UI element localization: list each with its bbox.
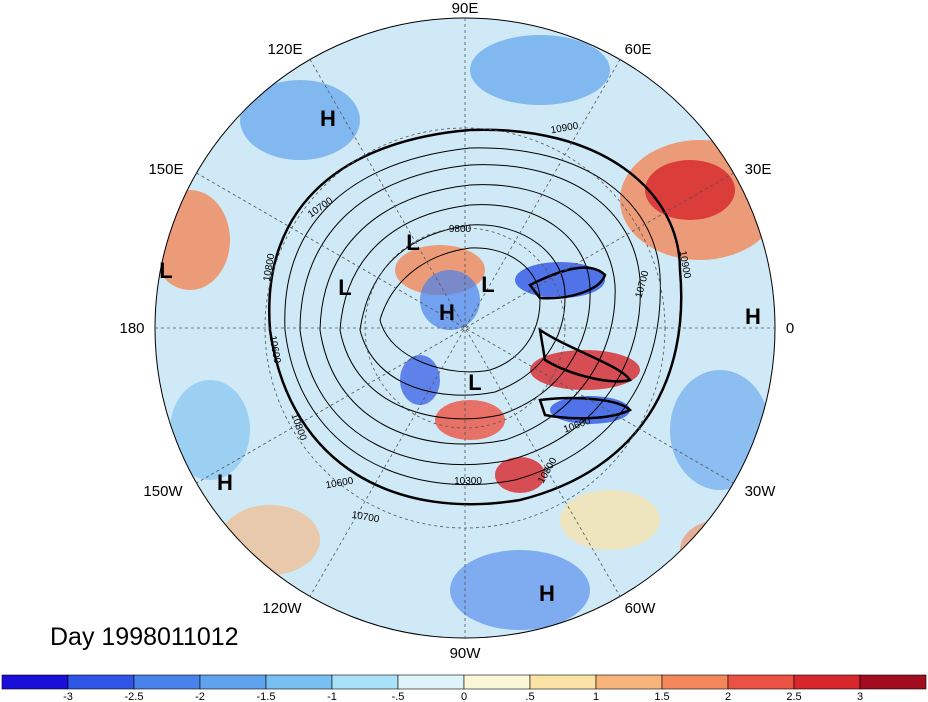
colorbar-tick-label: 0 xyxy=(461,691,467,702)
lon-label-120w: 120W xyxy=(262,600,302,617)
contour-label: 10900 xyxy=(677,250,693,280)
pressure-center: L xyxy=(481,272,494,297)
height-contours xyxy=(267,128,683,506)
anomaly-field xyxy=(155,18,775,638)
contour-label: 10800 xyxy=(262,252,278,282)
colorbar-tick-label: -1 xyxy=(327,691,337,702)
lon-label-30w: 30W xyxy=(745,483,777,500)
colorbar-box xyxy=(661,674,729,690)
colorbar-tick-label: 3 xyxy=(857,691,863,702)
colorbar-tick-label: 2.5 xyxy=(786,691,801,702)
colorbar-box xyxy=(397,674,465,690)
pressure-center: H xyxy=(217,470,233,495)
lon-label-90w: 90W xyxy=(450,645,482,662)
colorbar-tick-label: 1 xyxy=(593,691,599,702)
colorbar-tick-label: -.5 xyxy=(392,691,405,702)
lon-label-150e: 150E xyxy=(148,161,183,178)
contour-label: 10300 xyxy=(454,476,482,487)
graticule xyxy=(154,17,776,639)
lon-label-120e: 120E xyxy=(267,41,302,58)
pressure-center: H xyxy=(320,106,336,131)
colorbar-box xyxy=(595,674,663,690)
pressure-center: H xyxy=(745,304,761,329)
colorbar-box xyxy=(727,674,795,690)
colorbar-box xyxy=(529,674,597,690)
pressure-centers: H L L L H L L H H H xyxy=(159,106,761,606)
colorbar-tick-label: .5 xyxy=(525,691,534,702)
colorbar-box xyxy=(331,674,399,690)
contour-label: 10600 xyxy=(325,476,355,492)
plot-title: Day 1998011012 xyxy=(50,623,239,651)
contour-label: 9800 xyxy=(449,224,472,235)
contour-label: 10700 xyxy=(351,510,381,526)
contour-label: 10900 xyxy=(550,121,580,137)
colorbar-box xyxy=(67,674,135,690)
colorbar-tick-label: -2 xyxy=(195,691,205,702)
colorbar: -3 -2.5 -2 -1.5 -1 -.5 0 .5 1 1.5 2 2.5 3 xyxy=(1,674,927,702)
contour-label: 10600 xyxy=(267,335,283,365)
pressure-center: H xyxy=(539,581,555,606)
pressure-center: L xyxy=(338,275,351,300)
lon-label-60w: 60W xyxy=(625,600,657,617)
colorbar-box xyxy=(1,674,69,690)
pressure-center: L xyxy=(406,230,419,255)
pressure-center: L xyxy=(468,370,481,395)
pressure-center: L xyxy=(159,258,172,283)
lon-label-150w: 150W xyxy=(143,483,183,500)
colorbar-box xyxy=(859,674,927,690)
lon-label-90e: 90E xyxy=(452,0,479,17)
lon-label-180: 180 xyxy=(119,320,144,337)
longitude-labels: 90E 60E 30E 0 30W 60W 90W 120W 150W 180 … xyxy=(119,0,794,662)
colorbar-tick-label: -1.5 xyxy=(257,691,276,702)
lon-label-30e: 30E xyxy=(745,161,772,178)
colorbar-box xyxy=(793,674,861,690)
colorbar-tick-label: 1.5 xyxy=(654,691,669,702)
colorbar-tick-label: -2.5 xyxy=(125,691,144,702)
pressure-center: H xyxy=(439,300,455,325)
colorbar-box xyxy=(463,674,531,690)
colorbar-box xyxy=(199,674,267,690)
colorbar-box xyxy=(133,674,201,690)
lon-label-0: 0 xyxy=(786,320,794,337)
lon-label-60e: 60E xyxy=(625,41,652,58)
colorbar-tick-label: -3 xyxy=(63,691,73,702)
colorbar-box xyxy=(265,674,333,690)
colorbar-tick-label: 2 xyxy=(725,691,731,702)
